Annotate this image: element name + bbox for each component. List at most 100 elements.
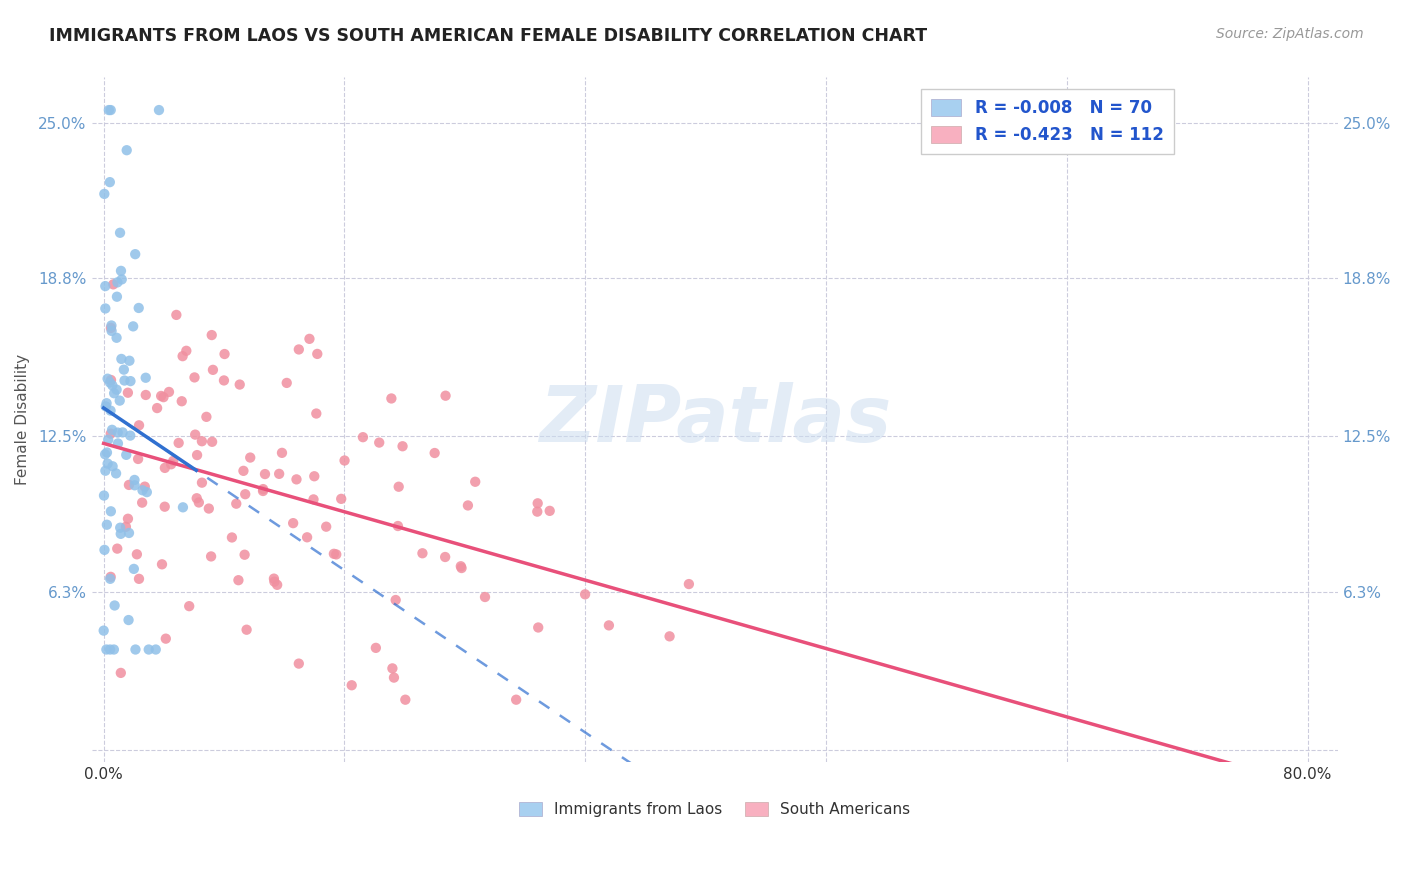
Point — [108, 393, 131, 408]
Point — [97, 103, 120, 117]
Point — [186, 491, 208, 506]
Point — [96, 445, 118, 459]
Point — [94, 301, 117, 316]
Point — [187, 495, 209, 509]
Point — [434, 389, 457, 403]
Point — [117, 512, 139, 526]
Point — [411, 546, 433, 560]
Text: ZIPatlas: ZIPatlas — [538, 382, 891, 458]
Point — [124, 473, 146, 487]
Point — [298, 332, 321, 346]
Point — [111, 425, 134, 440]
Point — [527, 620, 550, 634]
Point — [304, 469, 326, 483]
Point — [96, 642, 118, 657]
Point — [94, 400, 117, 414]
Point — [100, 570, 122, 584]
Point — [333, 453, 356, 467]
Point — [307, 347, 329, 361]
Text: Source: ZipAtlas.com: Source: ZipAtlas.com — [1216, 27, 1364, 41]
Point — [387, 519, 409, 533]
Point — [152, 390, 174, 404]
Point — [115, 448, 138, 462]
Point — [100, 321, 122, 335]
Point — [135, 370, 157, 384]
Point — [93, 542, 115, 557]
Point — [305, 407, 328, 421]
Point — [127, 452, 149, 467]
Legend: Immigrants from Laos, South Americans: Immigrants from Laos, South Americans — [513, 796, 917, 823]
Point — [135, 388, 157, 402]
Point — [128, 418, 150, 433]
Point — [118, 525, 141, 540]
Point — [538, 504, 561, 518]
Point — [124, 478, 146, 492]
Point — [93, 624, 115, 638]
Point — [232, 464, 254, 478]
Point — [145, 642, 167, 657]
Point — [330, 491, 353, 506]
Point — [112, 362, 135, 376]
Point — [263, 574, 285, 589]
Point — [288, 343, 311, 357]
Point — [391, 439, 413, 453]
Point — [103, 642, 125, 657]
Point — [574, 587, 596, 601]
Point — [94, 279, 117, 293]
Point — [252, 482, 274, 496]
Point — [183, 370, 205, 384]
Point — [364, 640, 387, 655]
Point — [201, 363, 224, 377]
Point — [103, 386, 125, 401]
Point — [124, 247, 146, 261]
Point — [150, 558, 173, 572]
Point — [122, 319, 145, 334]
Point — [105, 331, 128, 345]
Point — [235, 623, 257, 637]
Point — [114, 374, 136, 388]
Point — [98, 642, 121, 657]
Point — [94, 464, 117, 478]
Point — [110, 264, 132, 278]
Point — [134, 480, 156, 494]
Point — [108, 226, 131, 240]
Point — [153, 461, 176, 475]
Point — [381, 661, 404, 675]
Point — [96, 517, 118, 532]
Point — [172, 349, 194, 363]
Point — [315, 519, 337, 533]
Point — [288, 657, 311, 671]
Point — [228, 377, 250, 392]
Point — [138, 642, 160, 657]
Point — [118, 353, 141, 368]
Text: IMMIGRANTS FROM LAOS VS SOUTH AMERICAN FEMALE DISABILITY CORRELATION CHART: IMMIGRANTS FROM LAOS VS SOUTH AMERICAN F… — [49, 27, 928, 45]
Point — [172, 500, 194, 515]
Point — [450, 561, 472, 575]
Point — [131, 495, 153, 509]
Point — [157, 384, 180, 399]
Point — [98, 572, 121, 586]
Point — [526, 496, 548, 510]
Point — [212, 374, 235, 388]
Point — [464, 475, 486, 489]
Point — [117, 385, 139, 400]
Point — [100, 403, 122, 417]
Point — [108, 521, 131, 535]
Point — [434, 549, 457, 564]
Point — [302, 492, 325, 507]
Point — [100, 318, 122, 333]
Point — [221, 531, 243, 545]
Point — [179, 599, 201, 614]
Point — [384, 593, 406, 607]
Point — [162, 454, 184, 468]
Point — [233, 487, 256, 501]
Point — [271, 446, 294, 460]
Point — [93, 186, 115, 201]
Point — [93, 489, 115, 503]
Point — [100, 324, 122, 338]
Point — [105, 383, 128, 397]
Point — [124, 642, 146, 657]
Point — [200, 549, 222, 564]
Point — [276, 376, 298, 390]
Point — [97, 457, 120, 471]
